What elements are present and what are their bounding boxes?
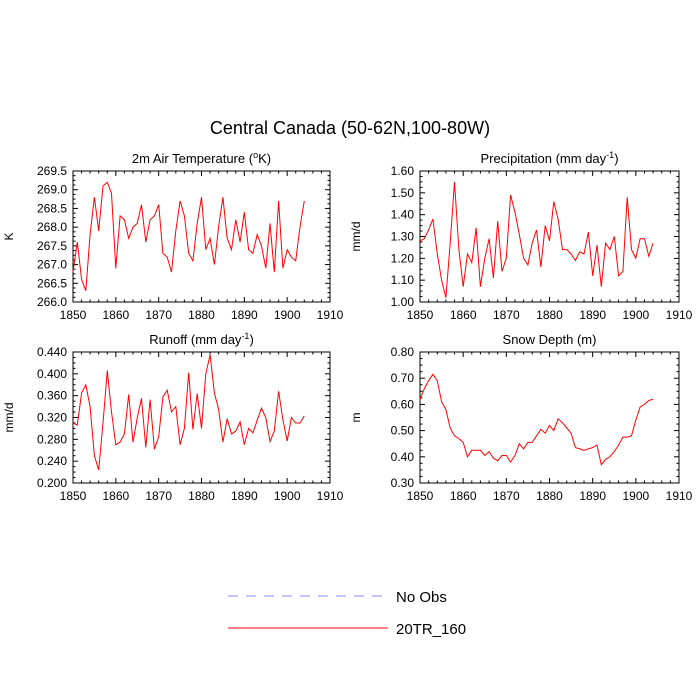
x-tick-label: 1910 xyxy=(317,308,344,322)
series-line-runoff xyxy=(72,354,305,471)
y-tick-label: 269.0 xyxy=(37,183,67,197)
x-tick-label: 1880 xyxy=(536,308,563,322)
panel-precip: Precipitation (mm day-1) 1850 1860 1870 1880… xyxy=(349,150,693,322)
legend: No Obs 20TR_160 xyxy=(228,589,466,638)
panel-title-text-end: ) xyxy=(614,151,618,166)
y-tick-label: 269.5 xyxy=(37,164,67,178)
panel-title-text-end: K) xyxy=(258,151,271,166)
panel-title-text-end: ) xyxy=(249,332,253,347)
y-tick-label: 268.0 xyxy=(37,220,67,234)
panel-title-runoff: Runoff (mm day-1) xyxy=(149,331,254,347)
panel-snow: Snow Depth (m) 1850 1860 1870 1880 1890 1900 19… xyxy=(349,332,693,503)
x-tick-label: 1860 xyxy=(450,308,477,322)
x-tick-label: 1900 xyxy=(622,308,649,322)
y-tick-label: 0.70 xyxy=(391,371,415,385)
y-tick-label: 0.50 xyxy=(391,424,415,438)
panel-title-text: Snow Depth (m) xyxy=(503,332,597,347)
y-tick-label: 0.320 xyxy=(37,411,67,425)
y-axis-label-precip: mm/d xyxy=(349,222,363,252)
x-tick-label: 1890 xyxy=(579,308,606,322)
y-tick-label: 266.5 xyxy=(37,276,67,290)
series-line-precip xyxy=(419,181,654,298)
y-tick-label: 266.0 xyxy=(37,295,67,309)
y-tick-label: 0.400 xyxy=(37,367,67,381)
x-tick-label: 1870 xyxy=(493,308,520,322)
x-tick-label: 1890 xyxy=(231,308,258,322)
y-tick-label: 0.280 xyxy=(37,432,67,446)
y-axis-label-runoff: mm/d xyxy=(2,403,16,433)
plot-frame-snow xyxy=(419,351,680,484)
x-tick-label: 1890 xyxy=(579,489,606,503)
panel-title-snow: Snow Depth (m) xyxy=(503,332,597,347)
y-tick-label: 1.10 xyxy=(391,273,415,287)
x-tick-label: 1860 xyxy=(102,308,129,322)
y-tick-label: 0.80 xyxy=(391,345,415,359)
y-axis-label-snow: m xyxy=(349,413,363,423)
x-tick-label: 1870 xyxy=(145,308,172,322)
panel-title-superscript: -1 xyxy=(241,331,249,341)
x-tick-label: 1850 xyxy=(407,308,434,322)
panel-title-text: Precipitation (mm day xyxy=(480,151,606,166)
panel-runoff: Runoff (mm day-1) 1850 1860 1870 1880 1890 190… xyxy=(2,331,344,503)
y-tick-label: 0.360 xyxy=(37,389,67,403)
panel-title-superscript: o xyxy=(253,150,258,160)
y-tick-label: 0.30 xyxy=(391,476,415,490)
panel-title-text: Runoff (mm day xyxy=(149,332,242,347)
x-tick-label: 1900 xyxy=(622,489,649,503)
x-tick-label: 1870 xyxy=(493,489,520,503)
series-line-snow xyxy=(419,373,654,466)
figure-title: Central Canada (50-62N,100-80W) xyxy=(210,118,490,138)
y-tick-label: 1.00 xyxy=(391,295,415,309)
y-tick-label: 1.40 xyxy=(391,208,415,222)
x-tick-label: 1880 xyxy=(536,489,563,503)
y-tick-label: 1.20 xyxy=(391,251,415,265)
x-tick-label: 1890 xyxy=(231,489,258,503)
x-tick-label: 1850 xyxy=(60,489,87,503)
panel-title-text: 2m Air Temperature ( xyxy=(132,151,254,166)
panel-temp: 2m Air Temperature (oK) 1850 1860 1870 1880 1… xyxy=(2,150,344,322)
y-tick-label: 267.5 xyxy=(37,239,67,253)
x-tick-label: 1900 xyxy=(274,489,301,503)
series-line-temp xyxy=(72,181,305,291)
panels: 2m Air Temperature (oK)1850 1860 1870 1880 1… xyxy=(2,150,693,503)
y-tick-label: 267.0 xyxy=(37,258,67,272)
x-tick-label: 1900 xyxy=(274,308,301,322)
y-axis-label-temp: K xyxy=(2,232,16,240)
x-tick-label: 1880 xyxy=(188,489,215,503)
panel-title-temp: 2m Air Temperature (oK) xyxy=(132,150,271,166)
plot-frame-temp xyxy=(72,170,331,303)
y-tick-label: 0.440 xyxy=(37,345,67,359)
x-tick-label: 1910 xyxy=(666,308,693,322)
y-tick-label: 1.60 xyxy=(391,164,415,178)
x-tick-label: 1880 xyxy=(188,308,215,322)
y-tick-label: 0.240 xyxy=(37,454,67,468)
y-tick-label: 268.5 xyxy=(37,201,67,215)
legend-label-1: 20TR_160 xyxy=(396,621,466,638)
x-tick-label: 1910 xyxy=(666,489,693,503)
x-tick-label: 1870 xyxy=(145,489,172,503)
y-tick-label: 1.30 xyxy=(391,230,415,244)
x-tick-label: 1850 xyxy=(407,489,434,503)
y-tick-label: 0.60 xyxy=(391,397,415,411)
y-tick-label: 1.50 xyxy=(391,186,415,200)
x-tick-label: 1910 xyxy=(317,489,344,503)
x-tick-label: 1850 xyxy=(60,308,87,322)
panel-title-superscript: -1 xyxy=(606,150,614,160)
y-tick-label: 0.200 xyxy=(37,476,67,490)
legend-label-0: No Obs xyxy=(396,589,447,606)
x-tick-label: 1860 xyxy=(450,489,477,503)
panel-title-precip: Precipitation (mm day-1) xyxy=(480,150,618,166)
x-tick-label: 1860 xyxy=(102,489,129,503)
y-tick-label: 0.40 xyxy=(391,450,415,464)
